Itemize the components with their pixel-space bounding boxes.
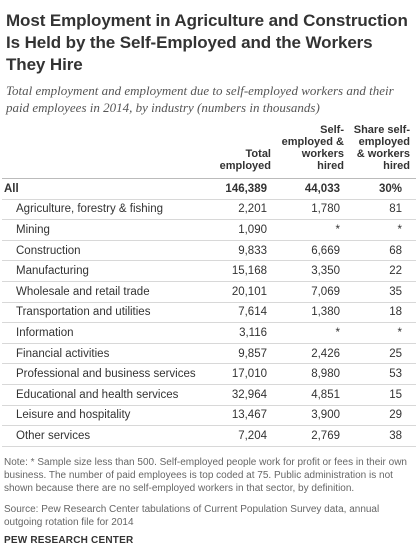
table-row: Construction 9,833 6,669 68 bbox=[2, 240, 416, 262]
table-row-all: All 146,389 44,033 30% bbox=[2, 178, 416, 200]
table-row: Agriculture, forestry & fishing 2,201 1,78… bbox=[2, 199, 416, 221]
row-self-employed: 4,851 bbox=[277, 384, 350, 406]
row-total-employed: 2,201 bbox=[217, 199, 277, 221]
row-total-employed: 146,389 bbox=[217, 178, 277, 200]
row-share: 30% bbox=[350, 178, 416, 200]
row-self-employed: 2,426 bbox=[277, 343, 350, 365]
row-total-employed: 7,204 bbox=[217, 425, 277, 447]
row-share: 29 bbox=[350, 405, 416, 427]
row-industry-label: Wholesale and retail trade bbox=[2, 281, 217, 303]
table-row: Other services 7,204 2,769 38 bbox=[2, 425, 416, 447]
row-self-employed: 1,380 bbox=[277, 302, 350, 324]
row-industry-label: Leisure and hospitality bbox=[2, 405, 217, 427]
row-share: 15 bbox=[350, 384, 416, 406]
row-self-employed: 8,980 bbox=[277, 363, 350, 385]
row-share: 18 bbox=[350, 302, 416, 324]
row-share: * bbox=[350, 219, 416, 241]
row-self-employed: 6,669 bbox=[277, 240, 350, 262]
row-industry-label: Agriculture, forestry & fishing bbox=[2, 199, 217, 221]
chart-title: Most Employment in Agriculture and Const… bbox=[6, 11, 408, 74]
table-row: Transportation and utilities 7,614 1,380 18 bbox=[2, 302, 416, 324]
row-share: 53 bbox=[350, 363, 416, 385]
row-self-employed: 44,033 bbox=[277, 178, 350, 200]
row-self-employed: 7,069 bbox=[277, 281, 350, 303]
row-self-employed: * bbox=[277, 322, 350, 344]
row-total-employed: 17,010 bbox=[217, 363, 277, 385]
row-industry-label: Information bbox=[2, 322, 217, 344]
column-header-industry bbox=[2, 124, 217, 179]
row-self-employed: 3,900 bbox=[277, 405, 350, 427]
row-total-employed: 7,614 bbox=[217, 302, 277, 324]
row-share: 38 bbox=[350, 425, 416, 447]
row-industry-label: Mining bbox=[2, 219, 217, 241]
row-total-employed: 32,964 bbox=[217, 384, 277, 406]
row-total-employed: 9,857 bbox=[217, 343, 277, 365]
table-body: All 146,389 44,033 30% Agriculture, forestry… bbox=[2, 178, 416, 447]
row-share: 35 bbox=[350, 281, 416, 303]
source-note: Source: Pew Research Center tabulations … bbox=[4, 503, 380, 528]
row-total-employed: 3,116 bbox=[217, 322, 277, 344]
table-row: Manufacturing 15,168 3,350 22 bbox=[2, 260, 416, 282]
row-total-employed: 20,101 bbox=[217, 281, 277, 303]
row-industry-label: Financial activities bbox=[2, 343, 217, 365]
column-header-share: Share self-employed & workers hired bbox=[350, 124, 416, 179]
row-total-employed: 13,467 bbox=[217, 405, 277, 427]
row-share: 22 bbox=[350, 260, 416, 282]
row-industry-label: Other services bbox=[2, 425, 217, 447]
table-row: Leisure and hospitality 13,467 3,900 29 bbox=[2, 405, 416, 427]
column-header-self-employed: Self-employed & workers hired bbox=[277, 124, 350, 179]
table-row: Educational and health services 32,964 4,8… bbox=[2, 384, 416, 406]
row-self-employed: 1,780 bbox=[277, 199, 350, 221]
table-header-row: Total employed Self-employed & workers h… bbox=[2, 124, 416, 179]
row-total-employed: 15,168 bbox=[217, 260, 277, 282]
table-row: Professional and business services 17,010… bbox=[2, 363, 416, 385]
column-header-total: Total employed bbox=[217, 124, 277, 179]
row-self-employed: * bbox=[277, 219, 350, 241]
table-row: Financial activities 9,857 2,426 25 bbox=[2, 343, 416, 365]
row-self-employed: 2,769 bbox=[277, 425, 350, 447]
row-industry-label: Transportation and utilities bbox=[2, 302, 217, 324]
row-industry-label: Professional and business services bbox=[2, 363, 217, 385]
brand-logo-text: PEW RESEARCH CENTER bbox=[4, 534, 134, 546]
row-industry-label: Manufacturing bbox=[2, 260, 217, 282]
data-table: Total employed Self-employed & workers h… bbox=[2, 124, 416, 447]
table-row: Wholesale and retail trade 20,101 7,069 35 bbox=[2, 281, 416, 303]
row-total-employed: 1,090 bbox=[217, 219, 277, 241]
row-share: * bbox=[350, 322, 416, 344]
row-share: 68 bbox=[350, 240, 416, 262]
row-industry-label: Educational and health services bbox=[2, 384, 217, 406]
row-share: 25 bbox=[350, 343, 416, 365]
footnote: Note: * Sample size less than 500. Self-… bbox=[4, 456, 407, 494]
row-industry-label: Construction bbox=[2, 240, 217, 262]
table-row: Mining 1,090 * * bbox=[2, 219, 416, 241]
table-row: Information 3,116 * * bbox=[2, 322, 416, 344]
row-total-employed: 9,833 bbox=[217, 240, 277, 262]
row-industry-label: All bbox=[2, 178, 217, 200]
chart-subtitle: Total employment and employment due to s… bbox=[6, 83, 394, 115]
row-self-employed: 3,350 bbox=[277, 260, 350, 282]
row-share: 81 bbox=[350, 199, 416, 221]
